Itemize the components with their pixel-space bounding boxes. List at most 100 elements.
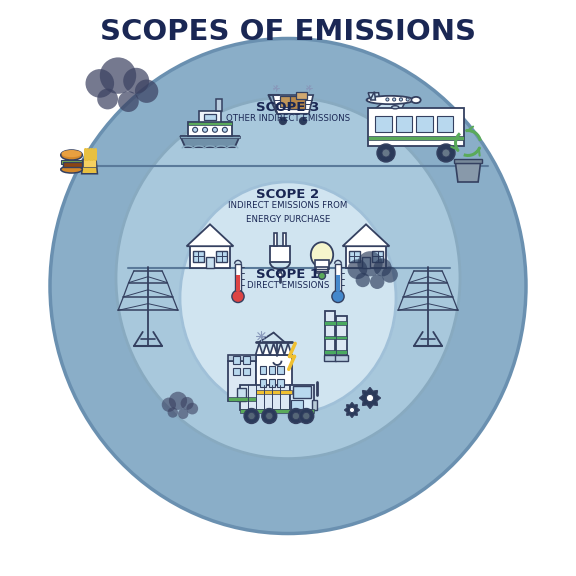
- Circle shape: [279, 118, 286, 124]
- Polygon shape: [370, 92, 376, 100]
- Bar: [228, 397, 256, 401]
- Bar: [260, 380, 266, 386]
- Circle shape: [370, 275, 384, 289]
- Bar: [274, 233, 277, 246]
- Bar: [268, 380, 275, 386]
- Polygon shape: [344, 403, 359, 418]
- Circle shape: [299, 408, 314, 423]
- Bar: [216, 99, 222, 111]
- Polygon shape: [343, 225, 389, 246]
- Bar: [368, 136, 464, 141]
- Text: SCOPE 3: SCOPE 3: [256, 101, 320, 114]
- Text: SCOPE 1: SCOPE 1: [256, 268, 320, 281]
- Circle shape: [162, 397, 176, 412]
- Bar: [83, 160, 96, 166]
- Bar: [233, 357, 240, 363]
- Circle shape: [374, 259, 392, 276]
- Text: OTHER INDIRECT EMISSIONS: OTHER INDIRECT EMISSIONS: [226, 114, 350, 123]
- Bar: [188, 122, 232, 125]
- Circle shape: [437, 144, 455, 162]
- Text: ENERGY PURCHASE: ENERGY PURCHASE: [246, 215, 330, 224]
- Bar: [324, 350, 336, 354]
- Circle shape: [278, 273, 282, 277]
- Circle shape: [386, 98, 389, 101]
- Circle shape: [347, 259, 367, 279]
- Bar: [240, 385, 290, 410]
- Text: INDIRECT EMISSIONS FROM: INDIRECT EMISSIONS FROM: [228, 201, 348, 210]
- Circle shape: [332, 290, 344, 302]
- Bar: [416, 116, 433, 131]
- Bar: [240, 410, 314, 413]
- Circle shape: [366, 395, 374, 401]
- Circle shape: [97, 89, 118, 109]
- Bar: [233, 368, 240, 375]
- Polygon shape: [374, 101, 406, 111]
- Circle shape: [377, 144, 395, 162]
- Circle shape: [319, 272, 325, 279]
- Bar: [268, 366, 275, 374]
- Circle shape: [262, 408, 276, 423]
- Bar: [437, 116, 453, 131]
- Bar: [296, 92, 308, 100]
- Bar: [216, 251, 227, 262]
- Bar: [180, 136, 240, 138]
- Circle shape: [266, 412, 273, 420]
- Bar: [242, 357, 250, 363]
- Bar: [368, 108, 464, 146]
- Circle shape: [213, 127, 218, 132]
- Bar: [236, 275, 240, 291]
- Ellipse shape: [50, 39, 526, 533]
- Ellipse shape: [411, 97, 420, 103]
- Bar: [256, 390, 291, 394]
- Circle shape: [192, 127, 198, 132]
- Polygon shape: [180, 136, 240, 147]
- Bar: [237, 388, 245, 401]
- Circle shape: [232, 290, 244, 302]
- Bar: [277, 380, 283, 386]
- Bar: [291, 400, 304, 408]
- Circle shape: [355, 273, 370, 287]
- Bar: [256, 355, 291, 394]
- Bar: [242, 368, 250, 375]
- Ellipse shape: [311, 242, 333, 267]
- Bar: [283, 233, 286, 246]
- Bar: [336, 321, 347, 325]
- Ellipse shape: [60, 150, 82, 160]
- Ellipse shape: [366, 96, 414, 104]
- Bar: [277, 366, 283, 374]
- Circle shape: [169, 392, 187, 410]
- Bar: [336, 336, 347, 339]
- Bar: [234, 264, 241, 291]
- Bar: [270, 246, 290, 262]
- Bar: [336, 350, 347, 354]
- Circle shape: [135, 79, 158, 103]
- Polygon shape: [256, 343, 291, 355]
- Circle shape: [302, 412, 310, 420]
- Bar: [336, 275, 340, 291]
- Circle shape: [118, 91, 139, 112]
- Circle shape: [168, 407, 178, 418]
- Bar: [228, 355, 256, 361]
- Bar: [63, 162, 82, 167]
- Bar: [324, 355, 336, 361]
- Bar: [290, 385, 314, 410]
- Circle shape: [85, 69, 114, 98]
- Circle shape: [203, 127, 207, 132]
- Circle shape: [248, 412, 255, 420]
- Bar: [204, 113, 216, 120]
- Bar: [349, 251, 360, 262]
- Polygon shape: [82, 160, 97, 174]
- Circle shape: [187, 403, 198, 415]
- Ellipse shape: [62, 150, 82, 157]
- Bar: [454, 160, 482, 163]
- Circle shape: [399, 98, 403, 101]
- Bar: [193, 251, 204, 262]
- Bar: [188, 122, 232, 136]
- Polygon shape: [273, 95, 313, 114]
- Bar: [324, 321, 336, 325]
- Ellipse shape: [116, 97, 460, 458]
- Circle shape: [442, 149, 450, 157]
- Text: SCOPE 2: SCOPE 2: [256, 188, 320, 201]
- Bar: [293, 386, 310, 398]
- Bar: [316, 267, 328, 273]
